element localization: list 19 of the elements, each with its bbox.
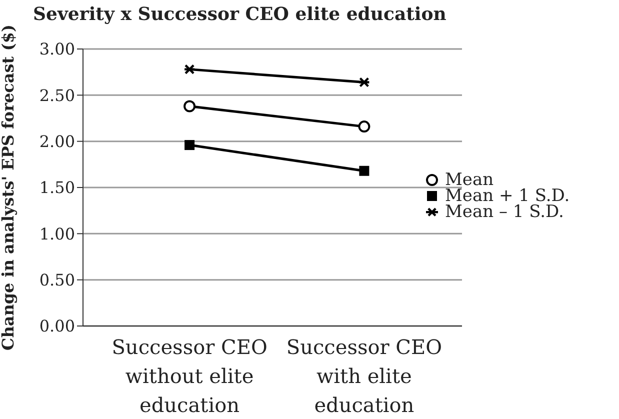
point xyxy=(358,77,370,88)
y-tick-label: 0.00 xyxy=(39,316,75,336)
x-tick-label: Successor CEO without elite education xyxy=(112,335,268,417)
point xyxy=(359,166,370,176)
y-tick-label: 2.50 xyxy=(39,86,75,105)
y-tick-label: 0.50 xyxy=(39,270,75,290)
point xyxy=(184,100,196,112)
point xyxy=(358,120,370,133)
legend-label: Mean xyxy=(445,170,494,190)
x-tick-label: Successor CEO with elite education xyxy=(286,335,442,417)
y-tick-label: 1.00 xyxy=(39,224,75,244)
y-tick-label: 2.00 xyxy=(39,132,75,152)
chart-title: Severity x Successor CEO elite education xyxy=(33,4,446,25)
point xyxy=(183,64,196,74)
y-tick-label: 3.00 xyxy=(39,40,75,59)
y-tick-label: 1.50 xyxy=(39,178,75,198)
legend-label: Mean – 1 S.D. xyxy=(445,202,564,222)
y-axis-title: Change in analysts' EPS forecast ($) xyxy=(0,24,18,351)
point xyxy=(184,140,195,150)
